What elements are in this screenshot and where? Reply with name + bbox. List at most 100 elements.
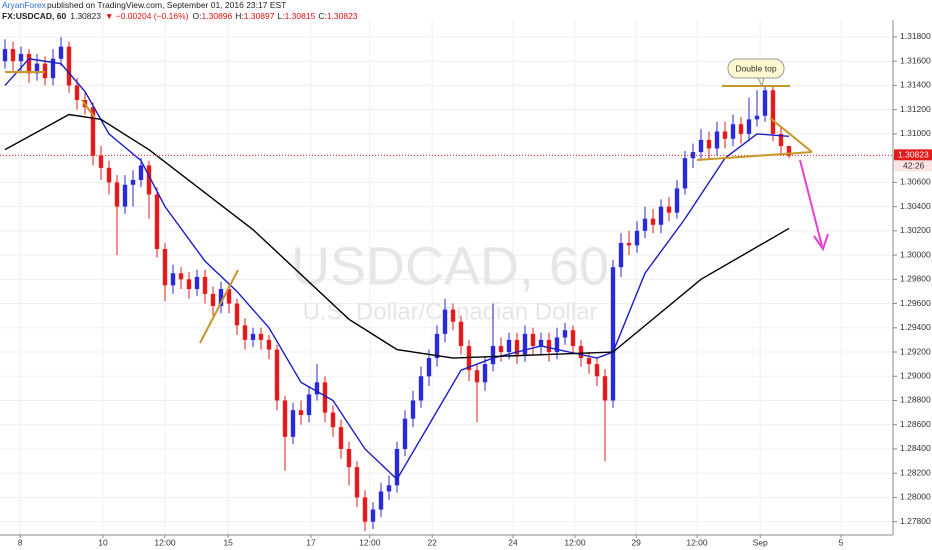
candle-body	[106, 167, 112, 183]
trend-line	[769, 117, 813, 153]
candle-body	[634, 230, 640, 246]
candle-body	[162, 249, 168, 286]
candle-body	[290, 410, 296, 437]
candle-body	[754, 115, 760, 120]
y-tick-label: 1.31000	[900, 128, 931, 138]
candle-body	[450, 309, 456, 322]
candle-body	[778, 133, 784, 147]
drawings	[5, 71, 813, 344]
candle-body	[154, 194, 160, 250]
ohlc: O:1.30896 H:1.30897 L:1.30815 C:1.30823	[193, 11, 358, 22]
candle-body	[114, 182, 120, 207]
y-tick-label: 1.29400	[900, 322, 931, 332]
candle-body	[306, 394, 312, 416]
x-tick-label: 12:00	[686, 537, 708, 547]
trend-line	[81, 99, 96, 119]
y-tick-label: 1.30200	[900, 225, 931, 235]
candle-body	[594, 364, 600, 377]
candle-body	[138, 165, 144, 180]
y-tick-label: 1.29800	[900, 274, 931, 284]
candle-body	[194, 276, 200, 290]
candle-body	[458, 321, 464, 346]
arrow-shaft	[799, 159, 823, 247]
candle-body	[426, 358, 432, 377]
candle-body	[282, 400, 288, 437]
candle-body	[58, 46, 64, 59]
arrow	[799, 159, 829, 252]
candle-body	[370, 509, 376, 522]
candle-body	[98, 155, 104, 168]
candle-body	[730, 124, 736, 139]
candle-body	[146, 165, 152, 195]
candle-body	[762, 90, 768, 116]
x-tick-label: 22	[427, 537, 437, 547]
ohlc-item: L:1.30815	[277, 11, 315, 22]
candle-body	[714, 131, 720, 149]
candle-body	[186, 279, 192, 290]
ohlc-label: O:	[192, 11, 202, 21]
candle-body	[298, 410, 304, 416]
candle-body	[490, 345, 496, 365]
candle-body	[378, 491, 384, 510]
candle-body	[434, 333, 440, 359]
change: ▼ −0.00204 (−0.16%)	[104, 11, 189, 21]
candle-body	[746, 119, 752, 134]
author: AryanForex	[2, 0, 46, 10]
y-tick-label: 1.29600	[900, 298, 931, 308]
candle-body	[170, 273, 176, 286]
x-tick-label: 24	[508, 537, 518, 547]
candle-body	[202, 276, 208, 294]
candle-body	[530, 333, 536, 346]
x-tick-label: Sep	[753, 537, 768, 547]
candle-body	[738, 124, 744, 134]
ohlc-value: 1.30897	[243, 11, 275, 21]
watermark: USDCAD, 60	[291, 236, 609, 296]
y-tick-label: 1.31200	[900, 104, 931, 114]
callout-pointer	[757, 77, 765, 88]
candle-body	[402, 418, 408, 449]
candle-body	[570, 330, 576, 346]
candle-body	[626, 242, 632, 246]
candle-body	[130, 179, 136, 185]
candle-body	[330, 412, 336, 428]
ohlc-value: 1.30823	[326, 11, 358, 21]
y-tick-label: 1.31800	[900, 31, 931, 41]
candle-body	[50, 58, 56, 79]
candle-body	[338, 427, 344, 449]
candle-body	[394, 448, 400, 486]
candle-body	[314, 382, 320, 395]
candle-body	[554, 337, 560, 353]
candle-body	[474, 370, 480, 383]
candle-body	[226, 289, 232, 304]
x-tick-label: 5	[839, 537, 844, 547]
y-tick-label: 1.29200	[900, 346, 931, 356]
ohlc-value: 1.30896	[201, 11, 233, 21]
x-tick-label: 15	[223, 537, 233, 547]
annotation: Double top	[735, 63, 776, 73]
candle-body	[266, 339, 272, 350]
ohlc-item: C:1.30823	[318, 11, 357, 22]
y-tick-label: 1.28000	[900, 492, 931, 502]
header: AryanForex published on TradingView.com, …	[2, 0, 358, 22]
ohlc-label: H:	[235, 11, 244, 21]
y-tick-label: 1.31400	[900, 80, 931, 90]
y-tick-label: 1.30000	[900, 249, 931, 259]
x-tick-label: 12:00	[564, 537, 586, 547]
y-tick-label: 1.28400	[900, 443, 931, 453]
candle-body	[650, 218, 656, 225]
price-tag-label: 1.30823	[898, 150, 929, 160]
candle-body	[610, 267, 616, 401]
candle-body	[682, 158, 688, 189]
x-tick-label: 29	[631, 537, 641, 547]
candle-body	[34, 63, 40, 74]
trend-line	[199, 269, 239, 344]
candle-body	[354, 467, 360, 498]
ohlc-item: O:1.30896	[193, 11, 233, 22]
y-tick-label: 1.28600	[900, 419, 931, 429]
ohlc-value: 1.30815	[284, 11, 316, 21]
x-tick-label: 12:00	[154, 537, 176, 547]
y-tick-label: 1.28800	[900, 395, 931, 405]
candle-body	[322, 382, 328, 413]
header-row: AryanForex published on TradingView.com, …	[2, 0, 358, 11]
